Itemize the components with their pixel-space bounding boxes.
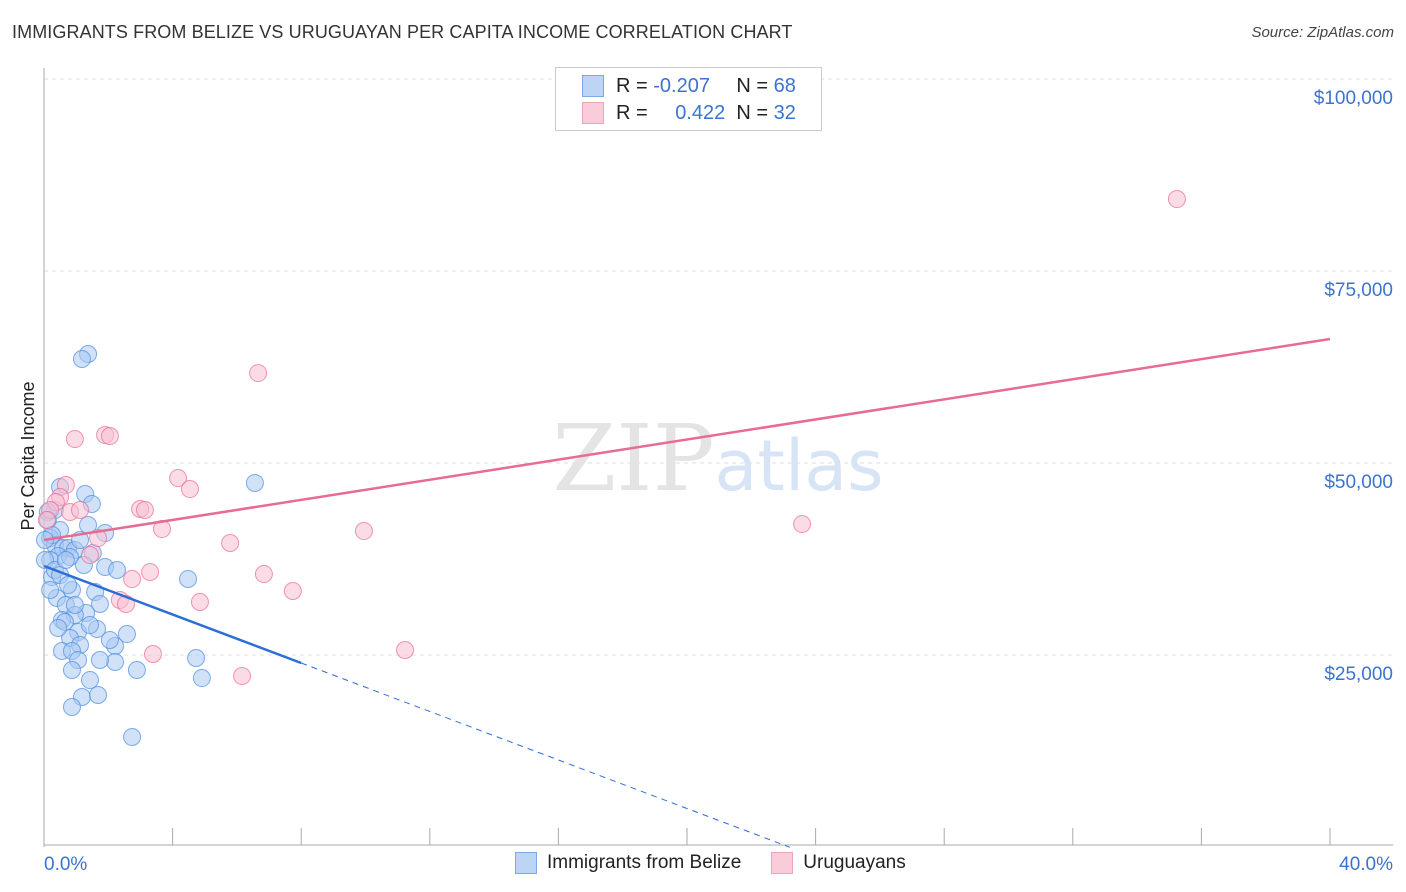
- data-point: [192, 669, 211, 688]
- watermark: ZIPatlas: [552, 405, 883, 512]
- data-point: [80, 671, 99, 690]
- data-point: [127, 660, 146, 679]
- y-tick-label: $100,000: [1314, 88, 1393, 109]
- y-tick-label: $25,000: [1324, 664, 1393, 685]
- data-point: [135, 501, 154, 520]
- uruguayans-swatch: [582, 102, 604, 124]
- data-point: [221, 534, 240, 553]
- data-point: [89, 529, 108, 548]
- belize-swatch: [582, 75, 604, 97]
- data-point: [71, 501, 90, 520]
- legend-item-belize: Immigrants from Belize: [515, 852, 741, 874]
- data-point: [90, 595, 109, 614]
- data-point: [249, 364, 268, 383]
- data-point: [187, 648, 206, 667]
- n-value: 68: [773, 74, 796, 97]
- data-point: [65, 596, 84, 615]
- data-point: [123, 570, 142, 589]
- legend-label: Immigrants from Belize: [547, 852, 742, 873]
- data-point: [117, 625, 136, 644]
- n-label: N =: [736, 101, 769, 124]
- data-point: [169, 469, 188, 488]
- x-tick-label: 0.0%: [44, 854, 87, 875]
- r-value: 0.422: [675, 101, 726, 124]
- data-point: [65, 430, 84, 449]
- chart-source: Source: ZipAtlas.com: [1251, 24, 1394, 41]
- legend-row-belize: R = -0.207 N = 68: [582, 74, 796, 98]
- data-point: [41, 581, 60, 600]
- chart-title: IMMIGRANTS FROM BELIZE VS URUGUAYAN PER …: [12, 22, 793, 42]
- y-tick-label: $50,000: [1324, 472, 1393, 493]
- data-point: [179, 569, 198, 588]
- uruguayans-trend-line: [43, 337, 1331, 542]
- data-point: [1167, 190, 1186, 209]
- correlation-legend: R = -0.207 N = 68 R = 0.422 N = 32: [555, 67, 822, 131]
- data-point: [62, 660, 81, 679]
- data-point: [59, 576, 78, 595]
- data-point: [123, 728, 142, 747]
- data-point: [143, 645, 162, 664]
- data-point: [245, 473, 264, 492]
- x-tick-label: 40.0%: [1339, 854, 1393, 875]
- data-point: [793, 515, 812, 534]
- data-point: [37, 510, 56, 529]
- belize-swatch: [515, 852, 537, 874]
- data-point: [80, 546, 99, 565]
- y-axis-title: Per Capita Income: [18, 381, 38, 530]
- belize-trend-extension: [301, 662, 791, 848]
- data-point: [89, 686, 108, 705]
- uruguayans-swatch: [771, 852, 794, 874]
- data-point: [254, 565, 273, 584]
- legend-row-uruguayans: R = 0.422 N = 32: [582, 101, 796, 125]
- data-point: [100, 427, 119, 446]
- n-value: 32: [773, 101, 796, 124]
- uruguayans-points: [37, 190, 1186, 686]
- legend-item-uruguayans: Uruguayans: [771, 852, 906, 874]
- data-point: [56, 550, 75, 569]
- r-value: -0.207: [653, 74, 710, 97]
- data-point: [190, 593, 209, 612]
- data-point: [106, 652, 125, 671]
- data-point: [90, 650, 109, 669]
- n-label: N =: [736, 74, 769, 97]
- data-point: [283, 582, 302, 601]
- belize-points: [35, 345, 264, 747]
- belize-trend-line: [43, 564, 302, 665]
- data-point: [100, 631, 119, 650]
- y-tick-label: $75,000: [1324, 280, 1393, 301]
- data-point: [233, 667, 252, 686]
- data-point: [80, 616, 99, 635]
- series-legend: Immigrants from Belize Uruguayans: [515, 852, 936, 874]
- legend-label: Uruguayans: [803, 852, 906, 873]
- data-point: [396, 641, 415, 660]
- data-point: [107, 560, 126, 579]
- r-label: R =: [616, 74, 648, 97]
- data-point: [180, 480, 199, 499]
- r-label: R =: [616, 101, 648, 124]
- data-point: [354, 522, 373, 541]
- data-point: [49, 619, 68, 638]
- data-point: [141, 563, 160, 582]
- data-point: [72, 350, 91, 369]
- data-point: [62, 697, 81, 716]
